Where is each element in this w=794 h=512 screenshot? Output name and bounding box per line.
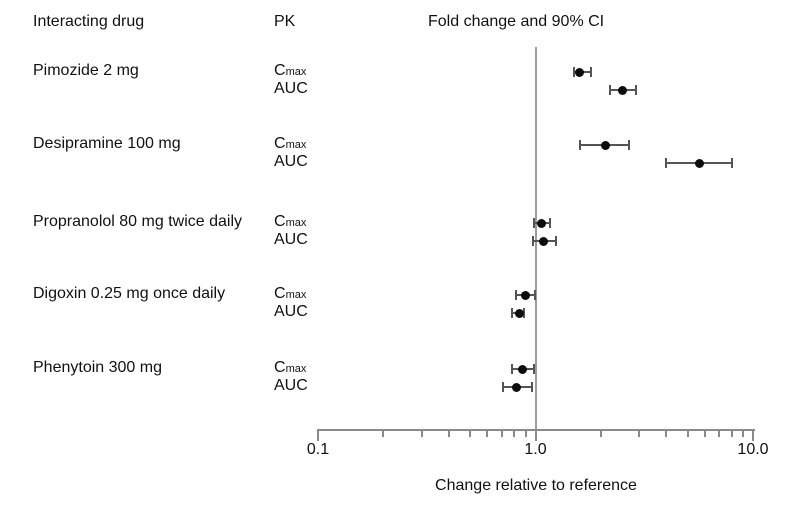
pk-label: AUC — [274, 231, 308, 249]
x-axis-title: Change relative to reference — [435, 477, 637, 494]
ci-cap-high — [628, 140, 631, 150]
x-axis-major-tick — [752, 429, 754, 441]
x-axis-major-tick — [317, 429, 319, 441]
pk-label-subscript: max — [285, 289, 307, 302]
ci-cap-high — [590, 67, 593, 77]
ci-cap-high — [549, 218, 552, 228]
column-header-interacting-drug: Interacting drug — [33, 13, 145, 30]
pk-label: AUC — [274, 377, 308, 395]
x-axis-minor-tick — [703, 429, 706, 437]
point-estimate — [512, 382, 522, 392]
x-axis-line — [318, 429, 755, 431]
pk-label: Cmax — [274, 62, 307, 80]
point-estimate — [521, 290, 531, 300]
pk-label-subscript: max — [285, 66, 307, 79]
x-axis-minor-tick — [638, 429, 641, 437]
pk-label: Cmax — [274, 213, 307, 231]
pk-label: AUC — [274, 303, 308, 321]
x-axis-minor-tick — [486, 429, 489, 437]
pk-label: AUC — [274, 80, 308, 98]
x-tick-label: 10.0 — [737, 441, 769, 458]
point-estimate — [575, 67, 585, 77]
x-axis-minor-tick — [500, 429, 503, 437]
drug-label: Digoxin 0.25 mg once daily — [33, 285, 226, 303]
pk-label-subscript: max — [285, 139, 307, 152]
ci-cap-low — [608, 85, 611, 95]
ci-cap-high — [730, 158, 733, 168]
point-estimate — [617, 85, 627, 95]
pk-label-subscript: max — [285, 363, 307, 376]
x-axis-minor-tick — [420, 429, 423, 437]
drug-label: Propranolol 80 mg twice daily — [33, 213, 242, 231]
x-axis-minor-tick — [469, 429, 472, 437]
ci-cap-low — [514, 290, 517, 300]
x-axis-minor-tick — [447, 429, 450, 437]
ci-cap-high — [533, 290, 536, 300]
ci-cap-high — [554, 236, 557, 246]
x-axis-minor-tick — [513, 429, 516, 437]
ci-cap-low — [511, 364, 514, 374]
x-axis-minor-tick — [382, 429, 385, 437]
x-axis-minor-tick — [686, 429, 689, 437]
pk-label: Cmax — [274, 135, 307, 153]
pk-label: Cmax — [274, 285, 307, 303]
point-estimate — [601, 140, 611, 150]
drug-label: Pimozide 2 mg — [33, 62, 139, 80]
drug-label: Desipramine 100 mg — [33, 135, 181, 153]
x-axis-minor-tick — [599, 429, 602, 437]
pk-label-subscript: max — [285, 217, 307, 230]
point-estimate — [537, 218, 547, 228]
point-estimate — [517, 364, 527, 374]
x-axis-minor-tick — [718, 429, 721, 437]
x-axis-minor-tick — [730, 429, 733, 437]
reference-line — [534, 47, 537, 429]
column-header-pk: PK — [274, 13, 296, 30]
x-axis-major-tick — [534, 429, 537, 441]
column-header-fold-change: Fold change and 90% CI — [428, 13, 605, 30]
drug-label: Phenytoin 300 mg — [33, 359, 162, 377]
x-tick-label: 1.0 — [524, 441, 547, 458]
x-axis-minor-tick — [665, 429, 668, 437]
point-estimate — [539, 236, 549, 246]
ci-cap-high — [532, 364, 535, 374]
ci-cap-low — [511, 308, 514, 318]
ci-cap-low — [531, 236, 534, 246]
ci-cap-high — [530, 382, 533, 392]
ci-cap-low — [578, 140, 581, 150]
ci-cap-high — [523, 308, 526, 318]
x-axis-minor-tick — [524, 429, 527, 437]
x-axis-minor-tick — [742, 429, 745, 437]
ci-cap-low — [532, 218, 535, 228]
ci-cap-low — [665, 158, 668, 168]
ci-cap-low — [502, 382, 505, 392]
pk-label: Cmax — [274, 359, 307, 377]
x-tick-label: 0.1 — [306, 441, 330, 458]
ci-cap-low — [572, 67, 575, 77]
ci-cap-high — [635, 85, 638, 95]
point-estimate — [695, 158, 705, 168]
point-estimate — [514, 308, 524, 318]
pk-label: AUC — [274, 153, 308, 171]
